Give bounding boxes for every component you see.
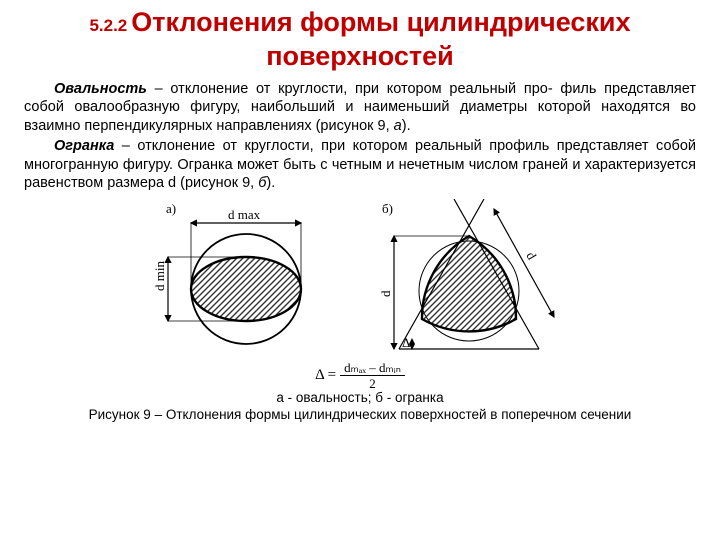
- caption-line1: а - овальность; б - огранка: [24, 390, 696, 407]
- section-heading: 5.2.2 Отклонения формы цилиндрических по…: [24, 6, 696, 74]
- diagram-b-d-top: d: [523, 249, 539, 263]
- diagram-b-d-left: d: [378, 290, 393, 297]
- formula-lhs: Δ =: [315, 367, 336, 384]
- caption-line2: Рисунок 9 – Отклонения формы цилиндричес…: [24, 407, 696, 424]
- paragraph-ogranka: Огранка – отклонение от круглости, при к…: [24, 137, 696, 193]
- diagram-a-dmax: d max: [228, 207, 261, 222]
- p1-ref: а: [394, 118, 402, 134]
- p2-body: – отклонение от круглости, при котором р…: [24, 138, 696, 191]
- formula-delta: Δ = dₘₐₓ – dₘᵢₙ 2: [24, 361, 696, 390]
- figure-caption: а - овальность; б - огранка Рисунок 9 – …: [24, 390, 696, 424]
- section-title: Отклонения формы цилиндрических поверхно…: [131, 7, 630, 71]
- diagram-a-ovality: а) d max d min: [146, 199, 326, 359]
- diagram-b-label: б): [382, 201, 393, 216]
- section-number: 5.2.2: [89, 16, 127, 35]
- p1-tail: ).: [402, 118, 411, 134]
- diagram-b-ogranka: б) d d Δ: [364, 199, 574, 359]
- paragraph-ovalnost: Овальность – отклонение от круглости, пр…: [24, 80, 696, 136]
- p2-tail: ).: [266, 175, 275, 191]
- term-ovalnost: Овальность: [54, 81, 147, 97]
- formula-numerator: dₘₐₓ – dₘᵢₙ: [340, 361, 405, 376]
- figure-9: а) d max d min: [24, 199, 696, 359]
- diagram-a-dmin: d min: [152, 260, 167, 290]
- formula-denominator: 2: [369, 376, 376, 390]
- term-ogranka: Огранка: [54, 138, 114, 154]
- diagram-a-label: а): [166, 201, 176, 216]
- diagram-b-delta: Δ: [402, 335, 410, 350]
